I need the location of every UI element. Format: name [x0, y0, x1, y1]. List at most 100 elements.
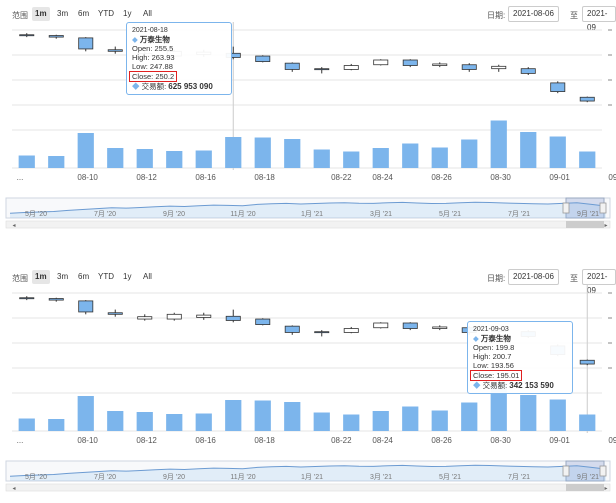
navigator-line	[9, 464, 607, 477]
volume-bar	[107, 148, 124, 168]
navigator-handle	[599, 465, 607, 477]
volume-bar	[166, 151, 183, 168]
scroll-right-arrow: ▸	[604, 223, 607, 229]
volume-bar	[48, 419, 65, 431]
x-tick-label: ...	[17, 436, 24, 445]
candle	[48, 35, 64, 38]
navigator-handle	[562, 465, 570, 477]
x-tick-label: 09-05	[608, 173, 616, 182]
x-tick-label: 08-18	[254, 436, 275, 445]
tooltip-volume-label: 交易额:	[482, 381, 508, 390]
scrollbar-thumb	[566, 221, 604, 228]
volume-bar	[372, 411, 389, 431]
tooltip-volume-label: 交易额:	[141, 82, 167, 91]
volume-bar	[77, 396, 94, 431]
x-tick-label: 09-05	[608, 436, 616, 445]
to-date-input[interactable]: 2021-09	[582, 269, 616, 295]
tooltip-close: Close: 195.01	[470, 370, 523, 381]
range-button-3m[interactable]: 3m	[57, 272, 69, 281]
candle	[255, 55, 271, 62]
range-button-all[interactable]: All	[143, 9, 152, 18]
range-button-1y[interactable]: 1y	[123, 272, 132, 281]
range-button-6m[interactable]: 6m	[78, 272, 90, 281]
from-date-input[interactable]: 2021-08-06	[508, 6, 559, 22]
volume-bar	[490, 120, 507, 168]
volume-bar	[48, 156, 65, 168]
volume-bar	[77, 133, 94, 168]
navigator-tick-label: 7月 '21	[508, 473, 530, 481]
candle	[196, 314, 212, 318]
range-button-ytd[interactable]: YTD	[98, 272, 114, 281]
range-button-1m[interactable]: 1m	[32, 270, 50, 284]
range-button-1y[interactable]: 1y	[123, 9, 132, 18]
volume-bar	[343, 151, 360, 168]
volume-bar	[343, 414, 360, 431]
range-button-1m[interactable]: 1m	[32, 7, 50, 21]
volume-bar	[166, 414, 183, 431]
range-selector: 范围 1m 3m 6m YTD 1y All 日期: 2021-08-06 至 …	[0, 269, 616, 295]
volume-bar	[372, 148, 389, 168]
x-tick-label: 08-10	[77, 436, 98, 445]
navigator-tick-label: 7月 '21	[508, 210, 530, 218]
tooltip-series-name: 万泰生物	[139, 35, 170, 44]
range-button-6m[interactable]: 6m	[78, 9, 90, 18]
navigator-area	[10, 465, 606, 481]
candle	[550, 82, 566, 92]
tooltip-low: Low: 247.88	[132, 62, 173, 71]
volume-bar	[313, 149, 330, 168]
volume-bar	[225, 137, 242, 168]
navigator-tick-label: 9月 '20	[163, 473, 185, 481]
range-button-3m[interactable]: 3m	[57, 9, 69, 18]
tooltip-open: Open: 255.5	[132, 44, 174, 53]
navigator-tick-label: 11月 '20	[230, 210, 255, 218]
x-tick-label: 08-22	[331, 436, 352, 445]
from-date-input[interactable]: 2021-08-06	[508, 269, 559, 285]
x-tick-label: 08-18	[254, 173, 275, 182]
range-button-all[interactable]: All	[143, 272, 152, 281]
candle	[491, 65, 507, 70]
candle	[19, 34, 35, 37]
tooltip-series-name: 万泰生物	[480, 334, 511, 343]
volume-bar	[254, 400, 271, 431]
candle	[520, 68, 536, 74]
candle	[579, 359, 595, 365]
scrollbar-track	[5, 220, 611, 229]
volume-bar	[461, 139, 478, 168]
volume-bar	[195, 413, 212, 431]
candle	[107, 49, 123, 52]
navigator-tick-label: 7月 '20	[94, 473, 116, 481]
scroll-right-arrow: ▸	[604, 486, 607, 492]
x-tick-label: 08-30	[490, 436, 511, 445]
x-tick-label: 08-26	[431, 173, 452, 182]
volume-bar	[254, 137, 271, 168]
tooltip-volume-value: 342 153 590	[509, 381, 554, 390]
volume-bar	[579, 151, 596, 168]
volume-bar	[136, 149, 153, 168]
volume-bar	[18, 155, 35, 168]
navigator-tick-label: 7月 '20	[94, 210, 116, 218]
from-date-label: 日期:	[487, 274, 506, 283]
candle	[461, 64, 477, 70]
volume-bar	[431, 410, 448, 431]
volume-bar	[579, 414, 596, 431]
x-tick-label: 08-16	[195, 436, 216, 445]
navigator-tick-label: 5月 '20	[25, 473, 47, 481]
volume-bar	[107, 411, 124, 431]
x-tick-label: 08-22	[331, 173, 352, 182]
navigator-tick-label: 5月 '21	[439, 473, 461, 481]
candle	[314, 331, 330, 334]
navigator-tick-label: 3月 '21	[370, 210, 392, 218]
volume-bar	[520, 395, 537, 431]
x-tick-label: 08-30	[490, 173, 511, 182]
stock-chart-panel-1: 范围 1m 3m 6m YTD 1y All 日期: 2021-08-06 至 …	[0, 0, 616, 240]
range-button-ytd[interactable]: YTD	[98, 9, 114, 18]
stock-chart-panel-2: 范围 1m 3m 6m YTD 1y All 日期: 2021-08-06 至 …	[0, 263, 616, 503]
navigator-tick-label: 5月 '20	[25, 210, 47, 218]
navigator-handle	[562, 202, 570, 214]
x-tick-label: 09-01	[549, 436, 570, 445]
range-label: 范围	[12, 274, 28, 283]
navigator-tick-label: 3月 '21	[370, 473, 392, 481]
volume-bar	[520, 132, 537, 168]
tooltip-low: Low: 193.56	[473, 361, 514, 370]
scrollbar-track	[5, 483, 611, 492]
